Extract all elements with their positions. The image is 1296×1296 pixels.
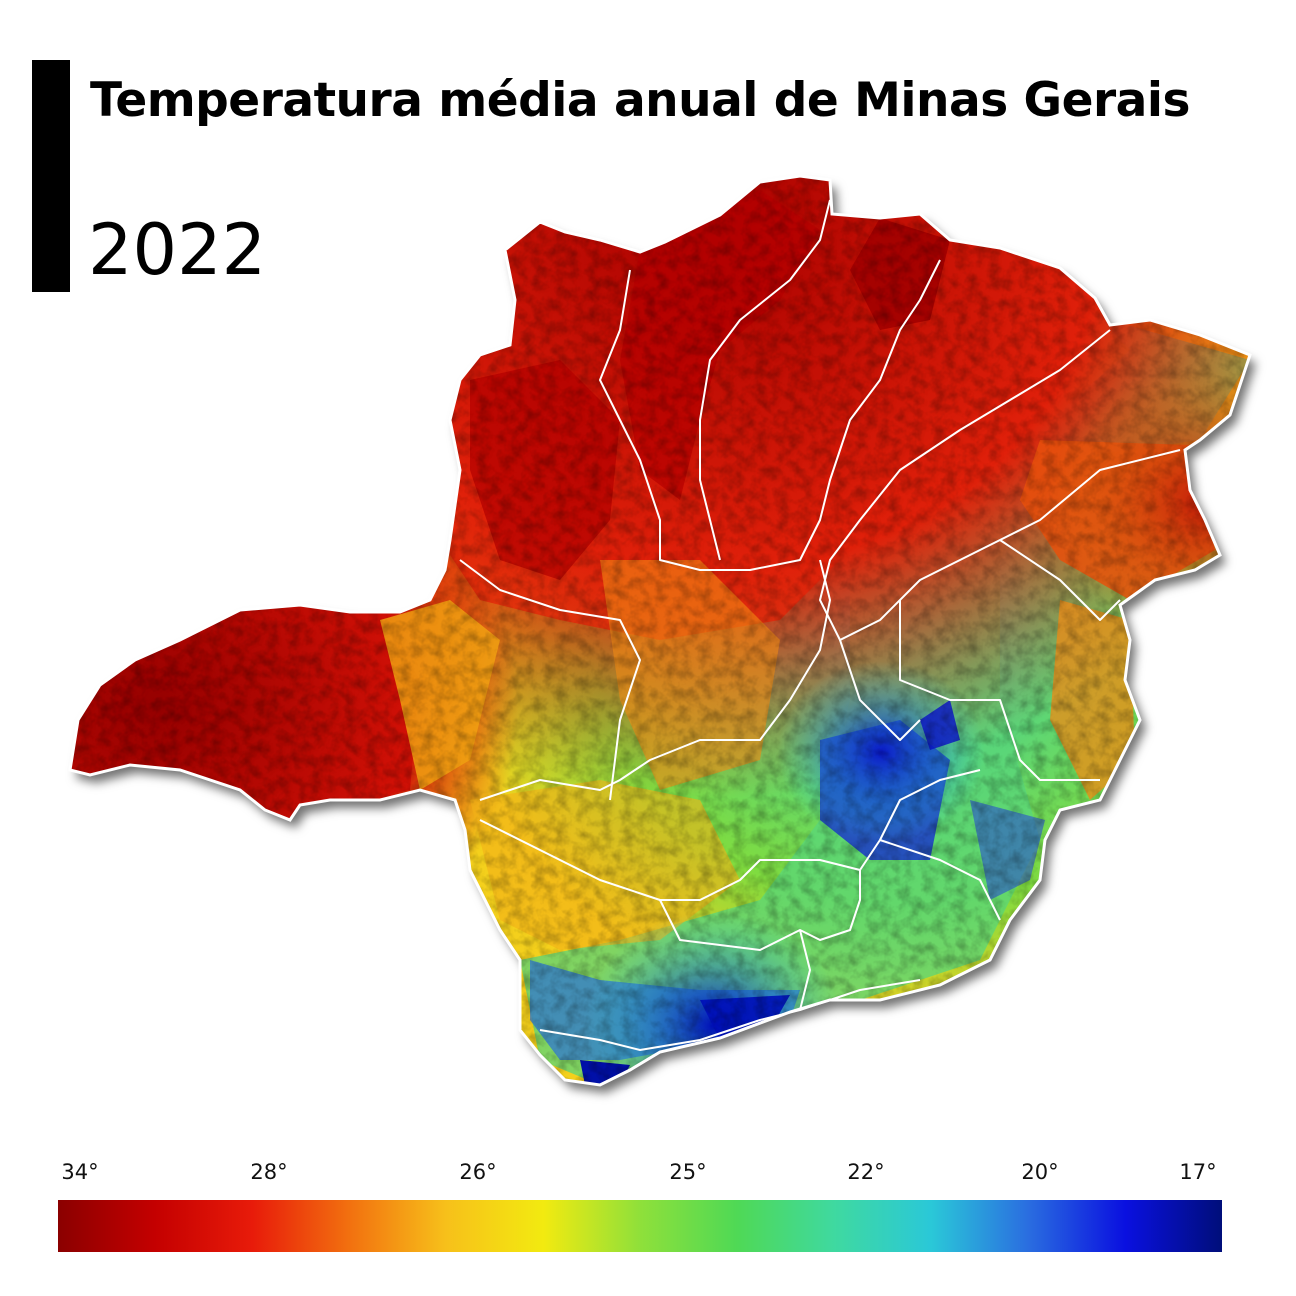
legend-tick-label: 22° <box>847 1160 885 1184</box>
legend-tick-label: 20° <box>1021 1160 1059 1184</box>
legend-tick-label: 26° <box>459 1160 497 1184</box>
title-accent-bar <box>32 60 70 292</box>
state-map <box>68 174 1252 1087</box>
legend-tick-label: 28° <box>250 1160 288 1184</box>
map-title: Temperatura média anual de Minas Gerais <box>90 73 1191 128</box>
legend-tick-label: 25° <box>669 1160 707 1184</box>
mesoregion-boundaries <box>459 199 1181 1051</box>
legend-color-ramp <box>58 1200 1222 1252</box>
legend-tick-label: 17° <box>1179 1160 1217 1184</box>
map-year: 2022 <box>88 209 267 291</box>
temperature-raster <box>70 176 1250 1085</box>
temperature-legend: 34° 28° 26° 25° 22° 20° 17° <box>58 1160 1222 1260</box>
legend-tick-label: 34° <box>61 1160 99 1184</box>
